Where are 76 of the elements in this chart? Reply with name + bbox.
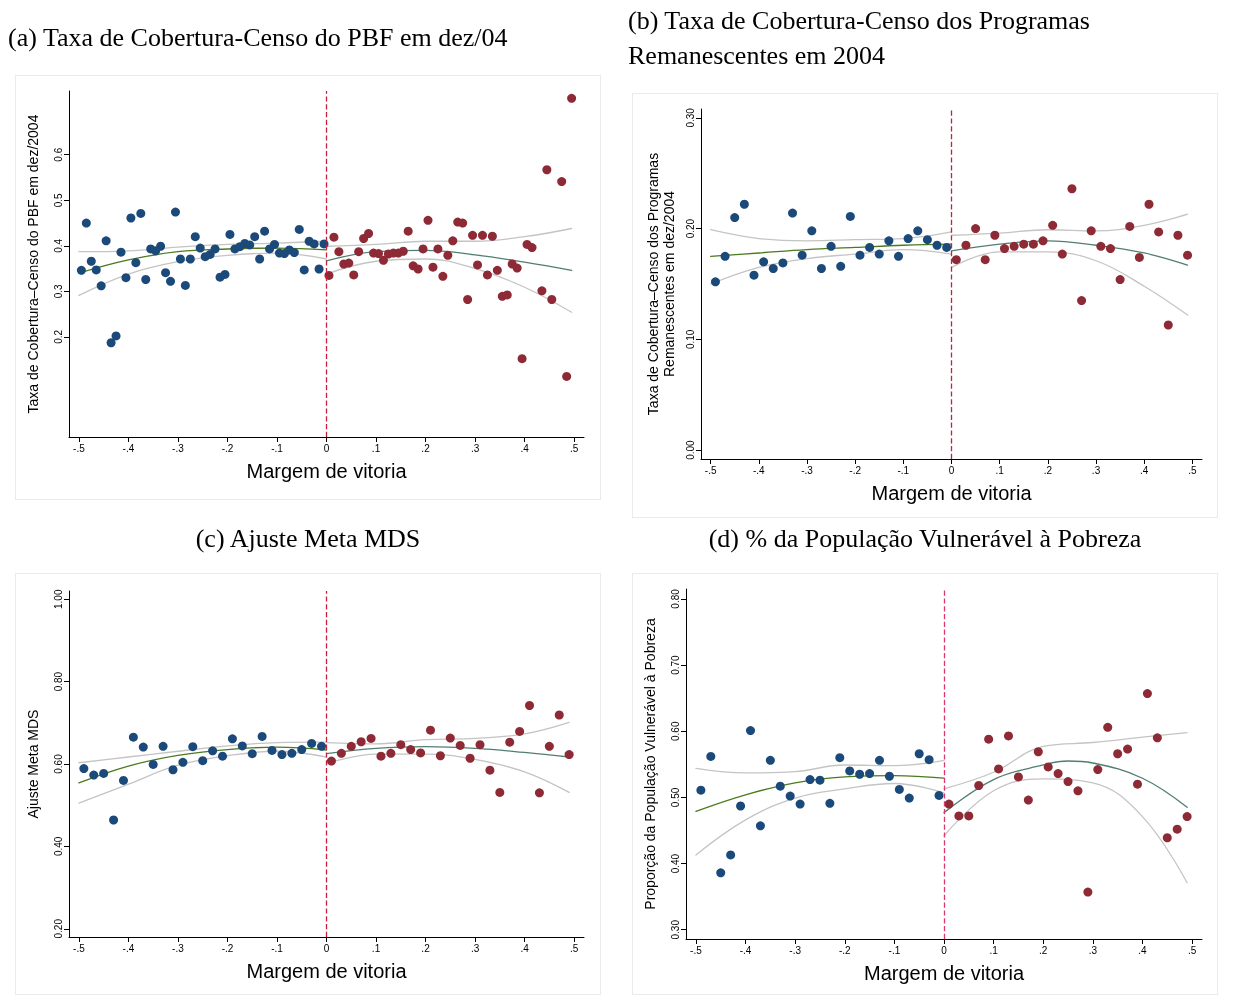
- x-tick-label: -.2: [849, 464, 862, 476]
- y-tick-label: 0.60: [52, 753, 64, 774]
- y-tick-label: 0.2: [52, 329, 64, 344]
- x-tick-label: .5: [1187, 944, 1197, 956]
- y-tick-label: 0.5: [52, 192, 64, 208]
- y-tick-label: 0.6: [52, 147, 64, 162]
- x-tick-label: .2: [421, 942, 431, 954]
- x-tick-label: -.4: [752, 464, 766, 476]
- y-tick-label: 0.40: [52, 836, 64, 857]
- x-tick-label: .4: [1138, 944, 1148, 956]
- y-axis-title: Taxa de Cobertura–Censo dos Programas Remanescentes em dez/2004: [645, 152, 677, 416]
- x-tick-label: -.5: [704, 464, 717, 476]
- x-tick-label: -.2: [221, 442, 234, 454]
- x-tick-label: -.1: [271, 442, 284, 454]
- y-tick-label: 0.3: [52, 283, 64, 299]
- x-tick-label: -.5: [73, 942, 86, 954]
- x-tick-label: 0: [941, 944, 948, 956]
- x-tick-label: .5: [569, 942, 579, 954]
- y-tick-label: 0.60: [669, 721, 681, 741]
- x-tick-label: .1: [371, 442, 381, 454]
- x-tick-label: .2: [421, 442, 431, 454]
- x-axis-title: Margem de vitoria: [246, 460, 408, 482]
- x-tick-label: -.1: [897, 464, 910, 476]
- x-tick-label: -.1: [271, 942, 284, 954]
- y-axis-title: Taxa de Cobertura–Censo do PBF em dez/2004: [25, 114, 41, 414]
- y-tick-label: 0.80: [52, 671, 64, 692]
- chart-title: (c) Ajuste Meta MDS: [194, 523, 422, 555]
- y-tick-label: 0.80: [669, 588, 681, 609]
- x-tick-label: -.3: [789, 944, 802, 956]
- x-tick-label: 0: [323, 442, 330, 454]
- y-tick-label: 0.30: [669, 919, 681, 940]
- y-axis-title: Ajuste Meta MDS: [25, 709, 41, 819]
- x-tick-label: .5: [1188, 464, 1197, 476]
- chart-title: (b) Taxa de Cobertura-Censo dos Programas Remanescentes em 2004: [628, 5, 1091, 72]
- x-tick-label: .3: [1091, 464, 1101, 476]
- x-tick-label: -.2: [838, 944, 852, 956]
- x-tick-label: .4: [1140, 464, 1149, 476]
- y-tick-label: 0.00: [684, 439, 696, 460]
- x-tick-label: .3: [1088, 944, 1098, 956]
- x-tick-label: .4: [520, 942, 530, 954]
- x-tick-label: -.1: [888, 944, 901, 956]
- y-axis-title: Proporção da População Vulnerável à Pobreza: [642, 618, 658, 910]
- x-axis-title: Margem de vitoria: [871, 482, 1033, 504]
- x-tick-label: -.3: [801, 464, 814, 476]
- y-tick-label: 0.20: [52, 918, 64, 939]
- y-tick-label: 1.00: [52, 589, 64, 609]
- x-tick-label: 0: [323, 942, 330, 954]
- y-tick-label: 0.30: [684, 107, 696, 128]
- y-tick-label: 0.10: [684, 329, 696, 350]
- x-tick-label: -.4: [122, 942, 135, 954]
- x-tick-label: .3: [470, 442, 480, 454]
- x-axis-title: Margem de vitoria: [246, 960, 408, 982]
- x-tick-label: -.2: [221, 942, 234, 954]
- x-tick-label: .1: [371, 942, 381, 954]
- x-tick-label: -.5: [73, 442, 86, 454]
- x-tick-label: .2: [1039, 944, 1048, 956]
- chart-title: (a) Taxa de Cobertura-Censo do PBF em dez/04: [8, 22, 509, 54]
- x-tick-label: .5: [569, 442, 579, 454]
- x-tick-label: .3: [470, 942, 480, 954]
- x-tick-label: .2: [1043, 464, 1053, 476]
- chart-title: (d) % da População Vulnerável à Pobreza: [707, 523, 1143, 555]
- y-tick-label: 0.70: [669, 654, 681, 675]
- y-tick-label: 0.40: [669, 853, 681, 874]
- x-axis-title: Margem de vitoria: [863, 962, 1025, 984]
- x-tick-label: 0: [948, 464, 955, 476]
- x-tick-label: -.5: [690, 944, 703, 956]
- x-tick-label: .1: [989, 944, 999, 956]
- x-tick-label: -.3: [172, 442, 185, 454]
- x-tick-label: -.4: [122, 442, 135, 454]
- x-tick-label: -.3: [172, 942, 185, 954]
- x-tick-label: .4: [520, 442, 530, 454]
- x-tick-label: -.4: [739, 944, 752, 956]
- x-tick-label: .1: [995, 464, 1005, 476]
- y-tick-label: 0.50: [669, 787, 681, 808]
- y-tick-label: 0.20: [684, 218, 696, 239]
- y-tick-label: 0.4: [52, 238, 64, 253]
